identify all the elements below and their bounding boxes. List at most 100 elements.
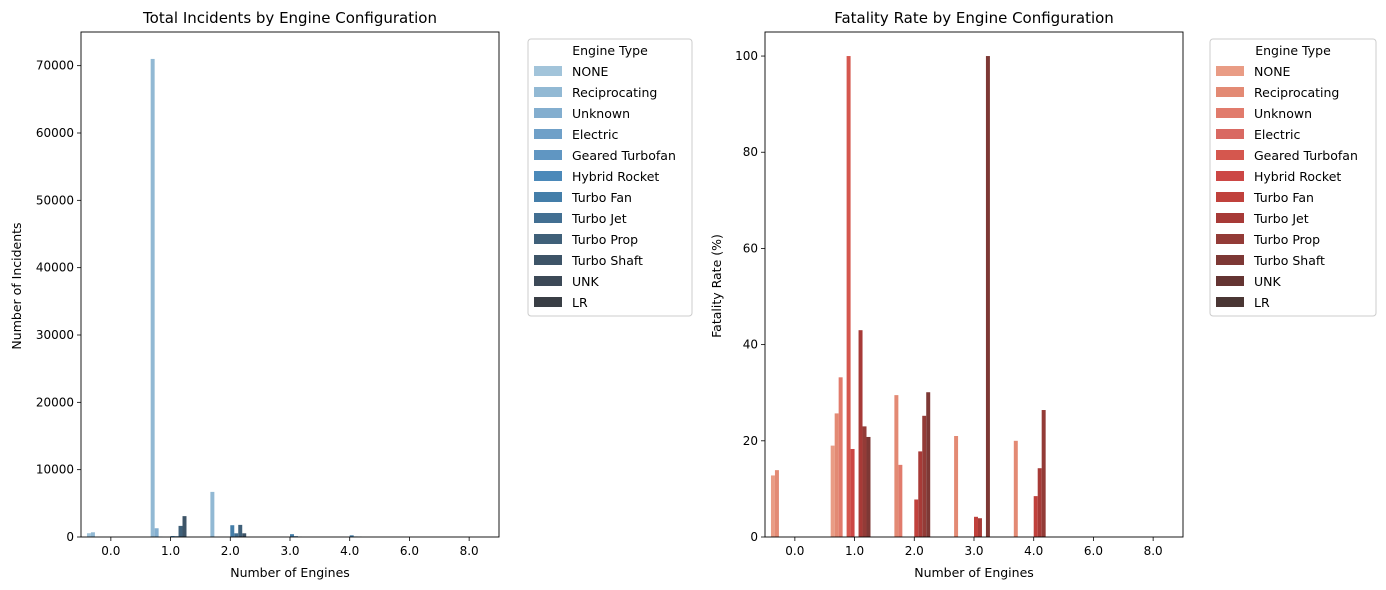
incidents-bar bbox=[178, 525, 183, 537]
incidents-ytick-label: 10000 bbox=[36, 463, 74, 477]
fatality-legend-title: Engine Type bbox=[1255, 43, 1331, 58]
fatality-legend: Engine Type NONE Reciprocating Unknown Elec… bbox=[1209, 38, 1377, 317]
fatality-xtick-label: 4.0 bbox=[1024, 544, 1043, 558]
incidents-legend-swatch bbox=[534, 192, 562, 202]
incidents-legend-swatch bbox=[534, 213, 562, 223]
fatality-legend-swatch bbox=[1216, 297, 1244, 307]
fatality-bar bbox=[838, 377, 843, 537]
fatality-bar bbox=[1013, 440, 1018, 537]
fatality-bar bbox=[830, 445, 835, 537]
incidents-legend-label: Geared Turbofan bbox=[572, 148, 676, 163]
fatality-xtick-label: 8.0 bbox=[1144, 544, 1163, 558]
incidents-legend-label: Hybrid Rocket bbox=[572, 169, 659, 184]
incidents-legend-label: LR bbox=[572, 295, 588, 310]
fatality-chart-title: Fatality Rate by Engine Configuration bbox=[834, 9, 1114, 27]
incidents-legend-frame bbox=[527, 38, 693, 317]
fatality-bar bbox=[977, 518, 982, 537]
incidents-ytick-label: 0 bbox=[66, 530, 74, 544]
fatality-ytick-label: 20 bbox=[743, 434, 758, 448]
incidents-ylabel: Number of Incidents bbox=[9, 222, 24, 349]
incidents-bars bbox=[86, 58, 362, 538]
fatality-legend-label: Turbo Shaft bbox=[1253, 253, 1325, 268]
fatality-chart: Fatality Rate by Engine Configuration Fa… bbox=[709, 9, 1377, 580]
incidents-xtick-label: 2.0 bbox=[221, 544, 240, 558]
incidents-ytick-label: 50000 bbox=[36, 193, 74, 207]
incidents-chart: Total Incidents by Engine Configuration … bbox=[9, 9, 693, 580]
incidents-legend-label: Turbo Jet bbox=[571, 211, 627, 226]
fatality-bar bbox=[1041, 410, 1046, 537]
incidents-ticks: 0.0 1.0 2.0 3.0 4.0 6.0 8.0 0 10000 20000 30000 400… bbox=[36, 59, 479, 558]
fatality-legend-swatch bbox=[1216, 192, 1244, 202]
incidents-bar bbox=[170, 535, 175, 537]
incidents-bar bbox=[242, 533, 247, 537]
fatality-bar bbox=[774, 470, 779, 537]
incidents-bar bbox=[90, 532, 95, 537]
incidents-bar bbox=[210, 491, 215, 537]
fatality-bar bbox=[850, 448, 855, 537]
fatality-bar bbox=[898, 464, 903, 537]
fatality-xtick-label: 6.0 bbox=[1084, 544, 1103, 558]
incidents-bar bbox=[154, 528, 159, 537]
incidents-bar bbox=[230, 525, 235, 537]
incidents-legend-label: Turbo Fan bbox=[571, 190, 632, 205]
incidents-legend-swatch bbox=[534, 150, 562, 160]
fatality-bar bbox=[1037, 468, 1042, 537]
fatality-xtick-label: 3.0 bbox=[964, 544, 983, 558]
incidents-legend-swatch bbox=[534, 276, 562, 286]
incidents-ytick-label: 60000 bbox=[36, 126, 74, 140]
fatality-legend-label: NONE bbox=[1254, 64, 1291, 79]
fatality-ytick-label: 60 bbox=[743, 241, 758, 255]
fatality-bar bbox=[834, 413, 839, 537]
fatality-ytick-label: 0 bbox=[750, 530, 758, 544]
fatality-bar bbox=[1033, 496, 1038, 537]
incidents-xtick-label: 0.0 bbox=[101, 544, 120, 558]
fatality-bars bbox=[770, 56, 1046, 538]
fatality-bar bbox=[922, 415, 927, 537]
fatality-legend-frame bbox=[1209, 38, 1377, 317]
fatality-legend-swatch bbox=[1216, 129, 1244, 139]
fatality-bar bbox=[862, 426, 867, 537]
fatality-legend-label: Geared Turbofan bbox=[1254, 148, 1358, 163]
incidents-ytick-label: 20000 bbox=[36, 395, 74, 409]
fatality-xtick-label: 1.0 bbox=[845, 544, 864, 558]
incidents-bar bbox=[349, 535, 354, 537]
fatality-xtick-label: 2.0 bbox=[905, 544, 924, 558]
fatality-legend-label: LR bbox=[1254, 295, 1270, 310]
incidents-legend-swatch bbox=[534, 108, 562, 118]
incidents-plot-frame bbox=[80, 31, 500, 538]
fatality-legend-label: Electric bbox=[1254, 127, 1300, 142]
incidents-legend-label: UNK bbox=[572, 274, 599, 289]
incidents-xtick-label: 6.0 bbox=[400, 544, 419, 558]
incidents-bar bbox=[238, 524, 243, 537]
fatality-bar bbox=[954, 436, 959, 537]
fatality-bar bbox=[770, 475, 775, 537]
fatality-legend-swatch bbox=[1216, 66, 1244, 76]
fatality-legend-swatch bbox=[1216, 150, 1244, 160]
fatality-legend-label: Turbo Fan bbox=[1253, 190, 1314, 205]
fatality-legend-swatch bbox=[1216, 276, 1244, 286]
incidents-legend-swatch bbox=[534, 171, 562, 181]
fatality-legend-label: UNK bbox=[1254, 274, 1281, 289]
fatality-bar bbox=[918, 451, 923, 537]
incidents-legend-swatch bbox=[534, 87, 562, 97]
fatality-legend-label: Unknown bbox=[1254, 106, 1312, 121]
incidents-ytick-label: 30000 bbox=[36, 328, 74, 342]
incidents-legend-label: Electric bbox=[572, 127, 618, 142]
incidents-legend-swatch bbox=[534, 297, 562, 307]
fatality-legend-swatch bbox=[1216, 171, 1244, 181]
incidents-legend-title: Engine Type bbox=[572, 43, 648, 58]
incidents-legend-label: Turbo Prop bbox=[571, 232, 638, 247]
fatality-legend-swatch bbox=[1216, 234, 1244, 244]
incidents-xtick-label: 1.0 bbox=[161, 544, 180, 558]
fatality-ytick-label: 40 bbox=[743, 338, 758, 352]
fatality-ylabel: Fatality Rate (%) bbox=[709, 234, 724, 338]
fatality-ytick-label: 80 bbox=[743, 145, 758, 159]
incidents-legend-label: NONE bbox=[572, 64, 609, 79]
incidents-bar bbox=[234, 533, 239, 537]
fatality-legend-label: Turbo Jet bbox=[1253, 211, 1309, 226]
incidents-bar bbox=[290, 534, 294, 537]
incidents-ytick-label: 40000 bbox=[36, 261, 74, 275]
incidents-legend-label: Reciprocating bbox=[572, 85, 657, 100]
fatality-legend-label: Hybrid Rocket bbox=[1254, 169, 1341, 184]
